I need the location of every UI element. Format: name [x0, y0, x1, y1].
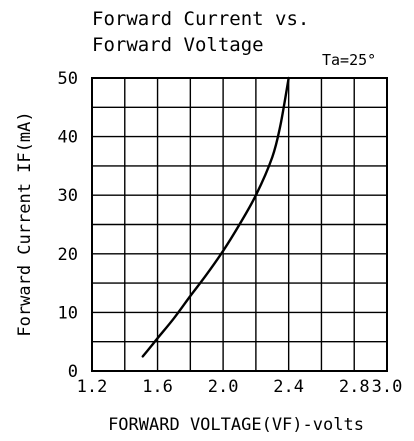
x-tick-label: 2.8	[339, 377, 370, 397]
x-axis-label: FORWARD VOLTAGE(VF)-volts	[108, 415, 364, 435]
y-tick-label: 50	[58, 69, 78, 89]
x-tick-label: 3.0	[372, 377, 403, 397]
x-tick-label: 2.0	[208, 377, 239, 397]
chart-title-line1: Forward Current vs.	[92, 8, 309, 30]
x-tick-label: 1.2	[77, 377, 108, 397]
series-line	[141, 76, 290, 358]
x-tick-label: 2.4	[273, 377, 304, 397]
y-tick-label: 10	[58, 303, 78, 323]
chart-condition-label: Ta=25°	[322, 51, 376, 69]
chart-title-line2: Forward Voltage	[92, 34, 264, 56]
x-tick-label: 1.6	[142, 377, 173, 397]
y-tick-label: 0	[68, 362, 78, 382]
plot-area-border	[91, 77, 388, 372]
data-series	[141, 76, 290, 358]
y-tick-label: 20	[58, 245, 78, 265]
y-tick-label: 40	[58, 128, 78, 148]
tick-labels: 1.2 1.6 2.0 2.4 2.8 3.0 0 10 20 30 40 50	[58, 69, 403, 397]
y-tick-label: 30	[58, 186, 78, 206]
y-axis-label: Forward Current IF(mA)	[15, 111, 35, 336]
